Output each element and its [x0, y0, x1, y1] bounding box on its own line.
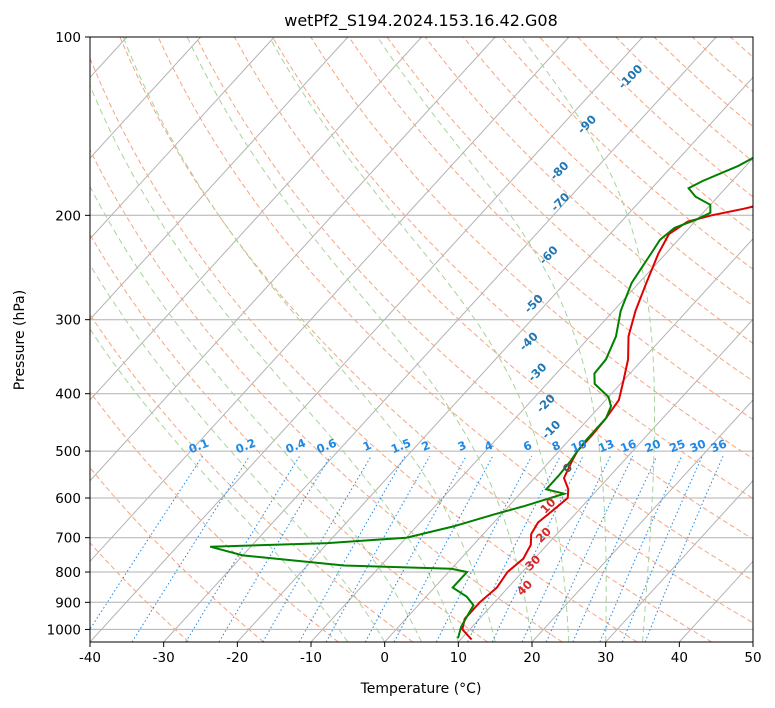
- dry-adiabat-line: [157, 37, 753, 624]
- isotherm-line: [90, 37, 422, 401]
- mixing-ratio-line: [644, 456, 724, 642]
- x-tick-label: -20: [226, 650, 248, 666]
- y-tick-label: 400: [55, 387, 81, 403]
- mixing-ratio-label: 25: [667, 436, 687, 455]
- x-tick-label: -30: [153, 650, 175, 666]
- mixing-ratio-line: [521, 455, 611, 642]
- isotherm-line: [90, 37, 201, 159]
- x-tick-label: 40: [671, 650, 688, 666]
- plot-area: [90, 37, 753, 642]
- mixing-ratio-label: 30: [688, 436, 708, 455]
- mixing-ratio-line: [298, 455, 406, 642]
- y-tick-label: 600: [55, 491, 81, 507]
- chart-title: wetPf2_S194.2024.153.16.42.G08: [284, 11, 558, 31]
- x-tick-label: 50: [744, 650, 761, 666]
- x-tick-label: -40: [79, 650, 101, 666]
- isotherm-line: [163, 37, 717, 642]
- y-tick-label: 800: [55, 565, 81, 581]
- y-tick-label: 1000: [47, 622, 81, 638]
- isotherm-line: [605, 479, 753, 642]
- dry-adiabat-line: [233, 37, 753, 540]
- mixing-ratio-line: [325, 455, 431, 642]
- mixing-ratio-line: [545, 455, 634, 642]
- axis-ticks: -40 -30 -20 -10 0 10 20 30 40 50 100 200 300 400 500 60…: [47, 30, 762, 666]
- mixing-ratio-line: [467, 455, 561, 642]
- dry-adiabat-line: [90, 313, 414, 642]
- mixing-ratio-label: 16: [618, 436, 638, 455]
- x-tick-label: 20: [523, 650, 540, 666]
- moist-adiabat-line: [90, 185, 422, 642]
- dewpoint-profile: [209, 156, 753, 639]
- dry-adiabat-line: [119, 37, 712, 642]
- mixing-ratio-label: 13: [596, 436, 616, 455]
- x-tick-label: -10: [300, 650, 322, 666]
- mixing-ratio-line: [491, 455, 584, 642]
- dry-adiabat-line: [195, 37, 753, 582]
- mixing-ratio-label: 36: [709, 436, 729, 455]
- isotherm-line: [90, 37, 349, 321]
- y-axis-label: Pressure (hPa): [12, 290, 28, 390]
- dry-adiabat-line: [272, 37, 753, 500]
- dry-adiabat-line: [386, 37, 753, 382]
- isotherm-line: [90, 37, 275, 240]
- moist-adiabat-line: [90, 328, 349, 642]
- moist-adiabat-line: [377, 37, 607, 642]
- dry-adiabat-line: [90, 148, 563, 642]
- dry-adiabat-line: [310, 37, 753, 460]
- mixing-ratio-line: [218, 455, 331, 642]
- moist-adiabat-line: [521, 37, 655, 642]
- y-tick-label: 300: [55, 313, 81, 329]
- isotherm-line: [90, 37, 570, 563]
- mixing-ratio-line: [599, 455, 683, 642]
- mixing-ratio-line: [572, 455, 658, 642]
- x-axis-label: Temperature (°C): [360, 681, 482, 697]
- x-tick-label: 30: [597, 650, 614, 666]
- isotherm-line: [236, 76, 753, 642]
- isotherm-line: [90, 37, 496, 482]
- moist-adiabat-line: [268, 37, 570, 642]
- temperature-profile: [461, 205, 753, 641]
- x-tick-label: 0: [380, 650, 389, 666]
- plot-frame: [89, 36, 754, 643]
- y-tick-label: 700: [55, 531, 81, 547]
- mixing-ratio-label: 10: [569, 436, 589, 455]
- y-tick-label: 500: [55, 444, 81, 460]
- y-tick-label: 200: [55, 208, 81, 224]
- y-tick-label: 900: [55, 595, 81, 611]
- x-tick-label: 10: [450, 650, 467, 666]
- mixing-ratio-line: [262, 455, 372, 642]
- mixing-ratio-line: [621, 455, 703, 642]
- isotherm-line: [310, 157, 753, 642]
- dry-adiabat-line: [90, 56, 638, 642]
- dry-adiabat-line: [424, 37, 753, 344]
- mixing-ratio-label: 20: [643, 436, 663, 455]
- moist-adiabat-line: [90, 84, 459, 642]
- isotherm-line: [531, 399, 753, 642]
- isotherm-line: [457, 318, 753, 642]
- mixing-ratio-line: [185, 455, 301, 642]
- isotherm-line: [384, 237, 753, 642]
- isotherm-line: [90, 37, 643, 642]
- y-tick-label: 100: [55, 30, 81, 46]
- moist-adiabat-line: [186, 37, 533, 642]
